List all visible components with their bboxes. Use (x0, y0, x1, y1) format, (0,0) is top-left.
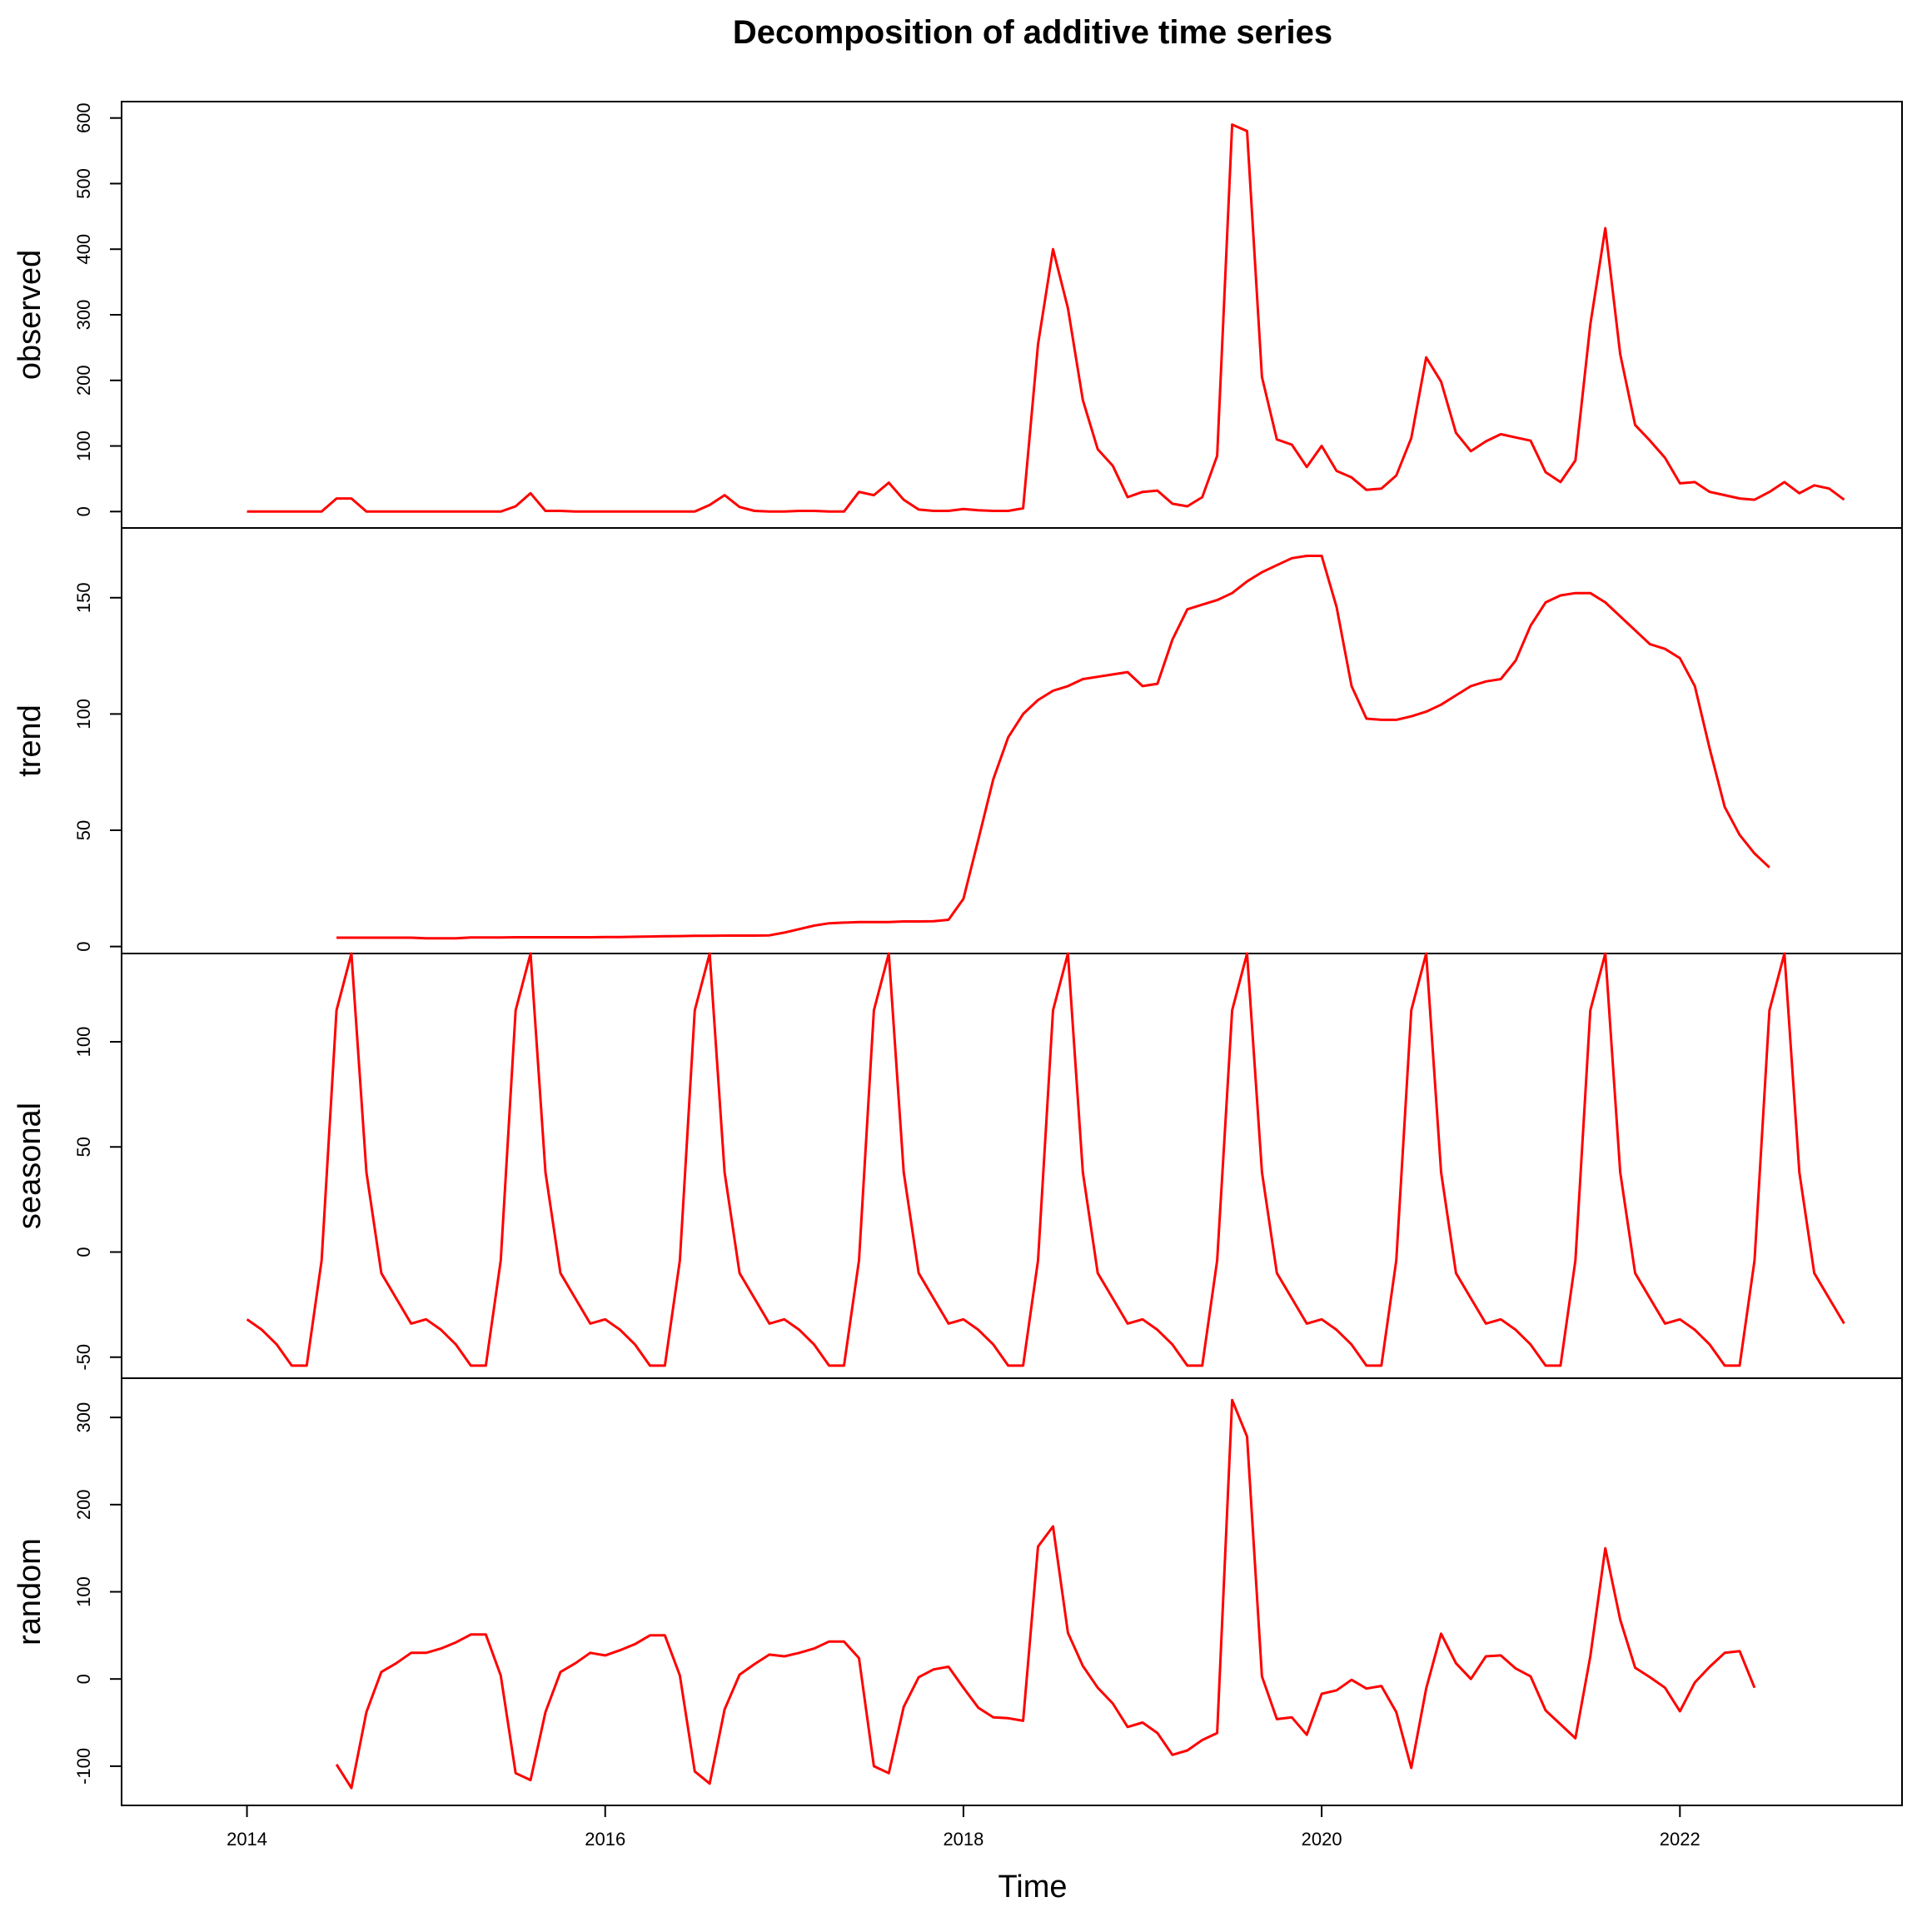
y-tick-label-observed: 400 (73, 234, 94, 265)
series-line-random (335, 1398, 1756, 1790)
y-tick-label-random: 0 (73, 1674, 94, 1684)
y-tick-label-trend: 0 (73, 941, 94, 951)
panels-group: 0100200300400500600observed050100150tren… (12, 101, 1903, 1806)
y-tick-label-observed: 200 (73, 365, 94, 396)
panel-frame-seasonal (121, 953, 1903, 1379)
y-tick-label-seasonal: -50 (73, 1344, 94, 1371)
y-tick-label-seasonal: 0 (73, 1247, 94, 1257)
chart-title: Decomposition of additive time series (733, 14, 1332, 51)
y-axis-title-seasonal: seasonal (12, 1103, 47, 1229)
y-axis-title-random: random (12, 1538, 47, 1646)
y-tick-label-random: -100 (73, 1748, 94, 1785)
x-tick-label: 2016 (585, 1829, 625, 1850)
x-tick-label: 2014 (227, 1829, 267, 1850)
series-line-seasonal (246, 952, 1845, 1367)
series-line-trend (336, 555, 1770, 940)
y-tick-label-observed: 300 (73, 300, 94, 331)
y-tick-label-seasonal: 50 (73, 1137, 94, 1157)
y-tick-label-random: 100 (73, 1576, 94, 1607)
panel-random: -100 0 100 200 300 random (12, 1377, 1903, 1806)
panel-frame-observed (121, 101, 1903, 529)
y-tick-label-trend: 150 (73, 582, 94, 613)
x-tick-label: 2022 (1660, 1829, 1700, 1850)
x-axis-title: Time (998, 1870, 1067, 1905)
y-tick-label-observed: 100 (73, 431, 94, 461)
series-line-observed (246, 123, 1845, 513)
y-axis-title-observed: observed (12, 250, 47, 380)
panel-observed: 0 100 200 300 400 500 600 observed (12, 101, 1903, 529)
y-tick-label-random: 200 (73, 1489, 94, 1520)
panel-frame-random (121, 1377, 1903, 1806)
x-tick-label: 2020 (1302, 1829, 1342, 1850)
panel-seasonal: -50 0 50 100 seasonal (12, 952, 1903, 1379)
y-tick-label-seasonal: 100 (73, 1027, 94, 1058)
y-tick-label-trend: 100 (73, 699, 94, 729)
x-axis: 2014 2016 2018 2020 2022 (227, 1805, 1700, 1850)
panel-trend: 0 50 100 150 trend (12, 527, 1903, 954)
y-tick-label-trend: 50 (73, 820, 94, 840)
y-tick-label-random: 300 (73, 1402, 94, 1433)
y-tick-label-observed: 0 (73, 506, 94, 516)
y-axis-title-trend: trend (12, 705, 47, 777)
x-tick-label: 2018 (943, 1829, 983, 1850)
panel-frame-trend (121, 527, 1903, 954)
y-tick-label-observed: 500 (73, 168, 94, 199)
y-tick-label-observed: 600 (73, 102, 94, 133)
